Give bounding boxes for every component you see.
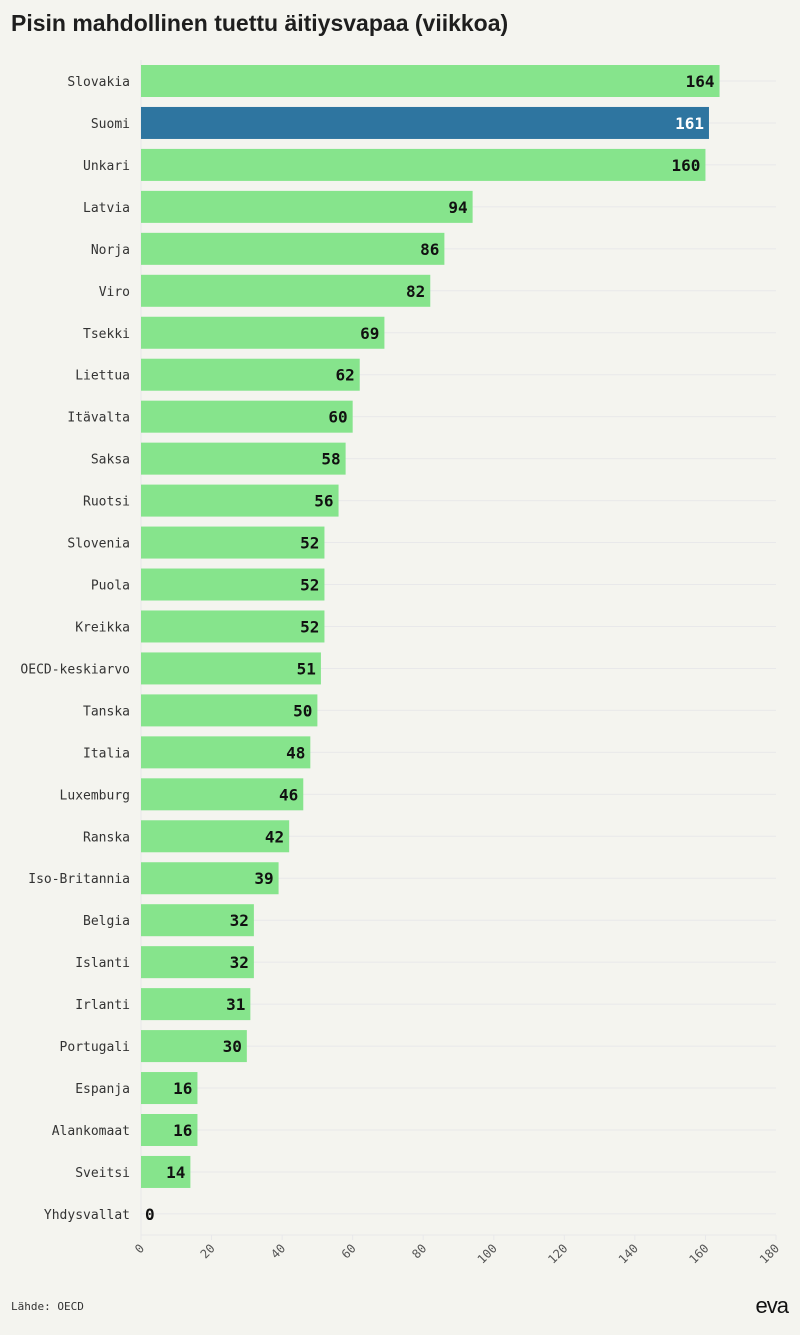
category-label: Belgia — [83, 914, 130, 929]
data-label: 60 — [328, 408, 347, 427]
bar-highlighted — [141, 106, 709, 139]
category-label: Italia — [83, 746, 130, 761]
category-label: Sveitsi — [75, 1166, 130, 1181]
category-label: Unkari — [83, 159, 130, 174]
category-label: Viro — [99, 285, 130, 300]
category-label: Espanja — [75, 1082, 130, 1097]
x-tick-label: 20 — [198, 1241, 218, 1261]
category-label: Iso-Britannia — [28, 872, 130, 887]
bar — [141, 400, 353, 433]
bar — [141, 652, 321, 685]
bar — [141, 358, 360, 391]
bar — [141, 190, 473, 223]
category-label: OECD-keskiarvo — [20, 662, 130, 677]
data-label: 69 — [360, 324, 379, 343]
data-label: 62 — [335, 366, 354, 385]
data-label: 50 — [293, 701, 312, 720]
data-label: 16 — [173, 1121, 192, 1140]
category-label: Irlanti — [75, 998, 130, 1013]
bar — [141, 862, 279, 895]
bar — [141, 1030, 247, 1063]
bar — [141, 1072, 198, 1105]
bar — [141, 988, 251, 1021]
bar — [141, 820, 290, 853]
data-label: 42 — [265, 827, 284, 846]
data-label: 164 — [686, 72, 715, 91]
x-tick-label: 180 — [757, 1241, 782, 1266]
x-tick-label: 80 — [409, 1241, 429, 1261]
data-label: 0 — [145, 1205, 155, 1224]
category-label: Itävalta — [67, 411, 130, 426]
category-label: Saksa — [91, 453, 130, 468]
category-label: Portugali — [60, 1040, 130, 1055]
category-label: Liettua — [75, 369, 130, 384]
category-label: Tanska — [83, 704, 130, 719]
category-label: Slovakia — [67, 75, 130, 90]
bar — [141, 484, 339, 517]
data-label: 32 — [230, 911, 249, 930]
data-label: 51 — [297, 659, 316, 678]
data-label: 16 — [173, 1079, 192, 1098]
data-label: 46 — [279, 785, 298, 804]
data-label: 52 — [300, 576, 319, 595]
category-label: Yhdysvallat — [44, 1208, 130, 1223]
data-label: 31 — [226, 995, 245, 1014]
data-label: 86 — [420, 240, 439, 259]
data-label: 56 — [314, 492, 333, 511]
data-label: 32 — [230, 953, 249, 972]
bar — [141, 65, 720, 97]
data-label: 30 — [223, 1037, 242, 1056]
data-label: 52 — [300, 617, 319, 636]
category-label: Latvia — [83, 201, 130, 216]
data-label: 39 — [254, 869, 273, 888]
x-tick-label: 40 — [268, 1241, 288, 1261]
bar — [141, 610, 325, 643]
category-label: Norja — [91, 243, 130, 258]
data-label: 161 — [675, 114, 704, 133]
chart-title: Pisin mahdollinen tuettu äitiysvapaa (vi… — [11, 10, 509, 36]
bar — [141, 1155, 191, 1188]
bar — [141, 274, 431, 307]
category-label: Luxemburg — [60, 788, 130, 803]
bar — [141, 232, 445, 265]
x-tick-label: 120 — [545, 1241, 570, 1266]
category-label: Tsekki — [83, 327, 130, 342]
bar — [141, 778, 304, 811]
bar — [141, 1114, 198, 1146]
data-label: 58 — [321, 450, 340, 469]
category-label: Ruotsi — [83, 495, 130, 510]
x-tick-label: 140 — [616, 1241, 641, 1266]
bar — [141, 736, 311, 769]
data-label: 82 — [406, 282, 425, 301]
category-label: Kreikka — [75, 620, 130, 635]
bar — [141, 568, 325, 601]
category-label: Slovenia — [67, 537, 130, 552]
category-label: Puola — [91, 579, 130, 594]
x-tick-label: 60 — [339, 1241, 359, 1261]
bar — [141, 694, 318, 727]
bar — [141, 904, 254, 937]
category-label: Suomi — [91, 117, 130, 132]
x-tick-label: 160 — [686, 1241, 711, 1266]
bar — [141, 316, 385, 349]
source-note: Lähde: OECD — [11, 1300, 84, 1313]
data-label: 52 — [300, 534, 319, 553]
bar — [141, 946, 254, 979]
category-label: Islanti — [75, 956, 130, 971]
eva-logo: eva — [755, 1293, 789, 1318]
bar — [141, 526, 325, 559]
data-label: 14 — [166, 1163, 185, 1182]
category-label: Ranska — [83, 830, 130, 845]
x-tick-label: 100 — [475, 1241, 500, 1266]
data-label: 160 — [672, 156, 701, 175]
data-label: 48 — [286, 743, 305, 762]
x-tick-label: 0 — [132, 1241, 147, 1256]
bar — [141, 148, 706, 181]
data-label: 94 — [448, 198, 467, 217]
category-label: Alankomaat — [52, 1124, 130, 1139]
bar — [141, 442, 346, 475]
